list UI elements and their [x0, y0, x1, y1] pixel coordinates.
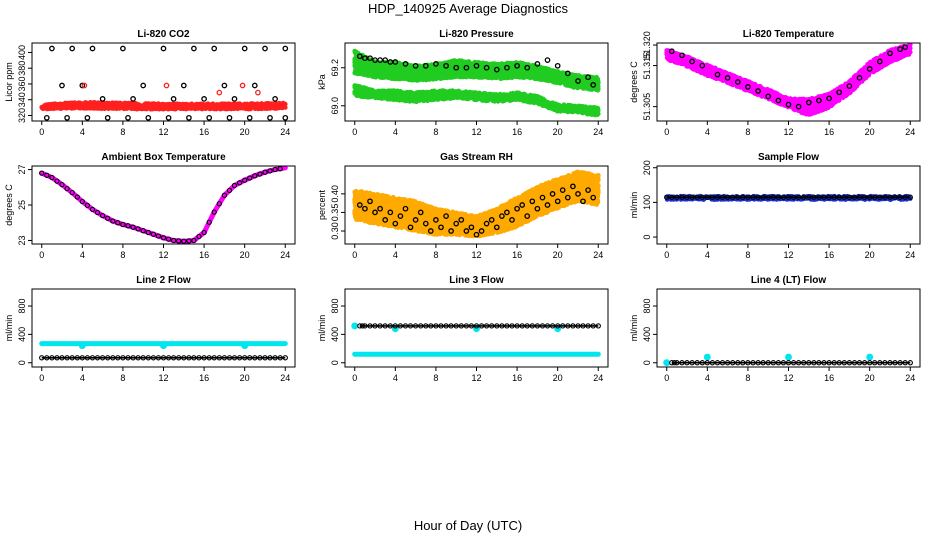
data-point: [69, 45, 76, 52]
data-point: [81, 82, 88, 89]
data-point: [267, 114, 273, 121]
x-tick-label: 12: [158, 127, 168, 137]
data-point: [64, 114, 70, 121]
band-point: [283, 101, 288, 107]
y-tick-label: 380: [17, 61, 27, 76]
x-tick-label: 0: [39, 127, 44, 137]
data-point: [59, 82, 65, 89]
x-tick-label: 4: [80, 127, 85, 137]
y-tick-label: 360: [17, 76, 27, 91]
data-point: [99, 96, 106, 102]
data-point: [191, 45, 197, 52]
y-tick-label: 320: [17, 108, 27, 123]
data-point: [251, 82, 258, 89]
data-point: [120, 45, 126, 52]
data-point: [231, 96, 238, 102]
panel-data: [39, 45, 289, 121]
data-point: [246, 114, 253, 121]
data-point: [216, 89, 223, 96]
data-point: [160, 45, 167, 52]
data-point: [130, 96, 136, 102]
main-title: HDP_140925 Average Diagnostics: [368, 1, 568, 16]
data-point: [201, 96, 207, 102]
data-point: [43, 114, 50, 121]
x-tick-label: 20: [240, 127, 250, 137]
panel-title: Li-820 CO2: [137, 29, 190, 40]
x-tick-label: 24: [280, 127, 290, 137]
x-tick-label: 8: [120, 127, 125, 137]
data-point: [140, 82, 147, 89]
data-point: [104, 114, 111, 121]
data-point: [84, 114, 91, 121]
data-point: [49, 45, 55, 52]
band-point: [283, 105, 288, 110]
band-point: [596, 80, 601, 86]
y-axis-label: Licor ppm: [4, 62, 14, 102]
data-point: [241, 45, 248, 52]
data-point: [272, 96, 278, 102]
data-point: [211, 45, 218, 52]
data-point: [239, 82, 246, 89]
data-point: [165, 114, 172, 121]
panel-data: [352, 48, 601, 118]
data-point: [125, 114, 131, 121]
y-tick-label: 340: [17, 92, 27, 107]
data-point: [89, 45, 96, 52]
x-tick-label: 16: [199, 127, 209, 137]
data-point: [180, 82, 187, 89]
data-point: [282, 114, 289, 121]
data-point: [221, 82, 228, 89]
data-point: [79, 82, 86, 89]
data-point: [282, 45, 289, 52]
data-point: [255, 89, 261, 96]
data-point: [170, 96, 177, 102]
data-point: [262, 45, 268, 52]
y-tick-label: 400: [17, 45, 27, 60]
data-point: [145, 114, 152, 121]
data-point: [163, 82, 170, 89]
data-point: [206, 114, 213, 121]
data-point: [226, 114, 233, 121]
data-point: [186, 114, 192, 121]
